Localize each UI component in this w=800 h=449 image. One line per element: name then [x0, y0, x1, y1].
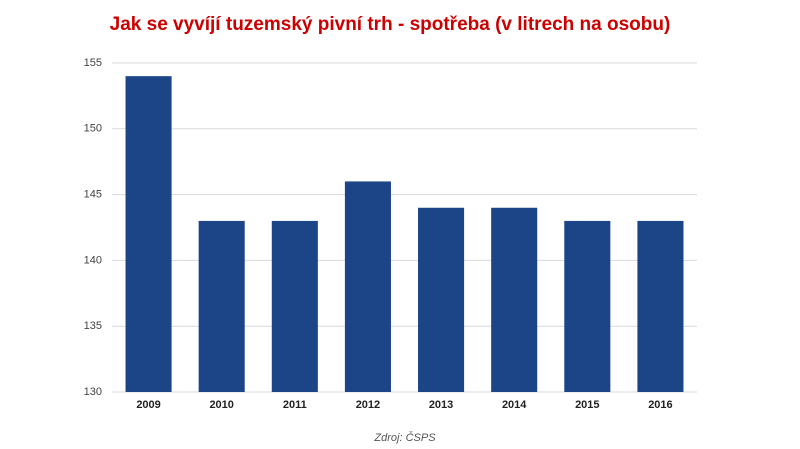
- x-tick-label: 2014: [502, 399, 527, 411]
- x-tick-label: 2015: [575, 399, 599, 411]
- x-tick-label: 2010: [209, 399, 233, 411]
- y-tick-label: 145: [84, 189, 102, 201]
- y-tick-label: 135: [84, 320, 102, 332]
- bar: [125, 76, 172, 392]
- y-tick-label: 155: [84, 57, 102, 69]
- x-tick-label: 2011: [283, 399, 307, 411]
- x-tick-label: 2013: [429, 399, 453, 411]
- y-tick-label: 140: [84, 254, 102, 266]
- bar: [564, 220, 611, 392]
- bar: [418, 207, 465, 392]
- y-tick-label: 130: [84, 386, 102, 398]
- x-tick-label: 2016: [648, 399, 672, 411]
- x-tick-label: 2009: [136, 399, 160, 411]
- bar: [271, 220, 318, 392]
- bar: [637, 220, 684, 392]
- y-tick-label: 150: [84, 123, 102, 135]
- chart-title: Jak se vyvíjí tuzemský pivní trh - spotř…: [110, 14, 671, 35]
- bar: [344, 181, 391, 392]
- source-note: Zdroj: ČSPS: [373, 431, 436, 444]
- bar: [491, 207, 538, 392]
- bar: [198, 220, 245, 392]
- x-tick-label: 2012: [356, 399, 380, 411]
